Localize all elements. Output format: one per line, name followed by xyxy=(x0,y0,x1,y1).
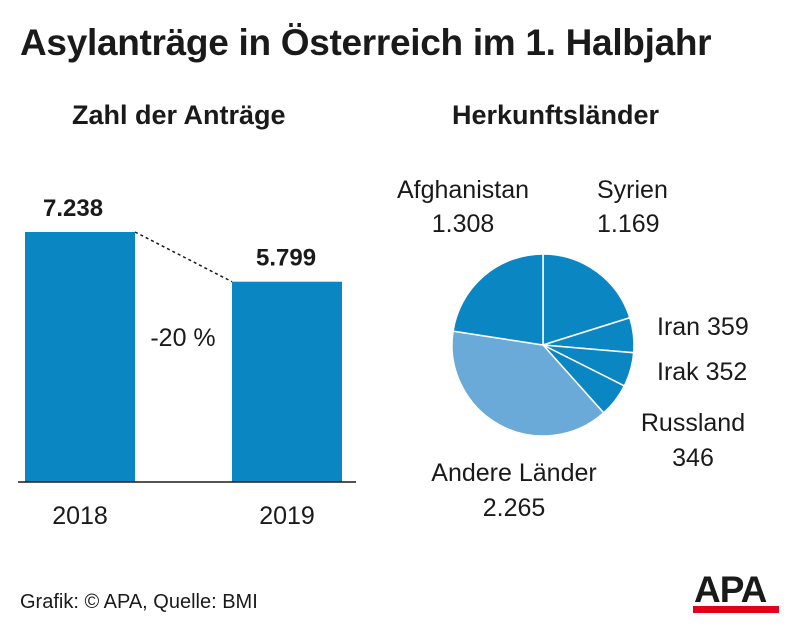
pie-label-irak: Irak 352 xyxy=(657,358,747,386)
x-tick-label: 2018 xyxy=(52,502,108,530)
bar-value-label: 5.799 xyxy=(256,245,316,272)
bar-value-label: 7.238 xyxy=(43,195,103,222)
apa-logo: APA xyxy=(693,572,779,613)
apa-logo-text: APA xyxy=(694,572,767,610)
pie-slice-andere-länder xyxy=(451,330,605,437)
pie-slice-afghanistan xyxy=(452,253,544,346)
pie-value-irak: 352 xyxy=(706,358,748,386)
pie-value-afghanistan: 1.308 xyxy=(432,210,495,238)
pie-value-syrien: 1.169 xyxy=(597,210,660,238)
bar-2019 xyxy=(232,281,342,482)
pie-chart-title: Herkunftsländer xyxy=(452,100,660,130)
chart-title: Asylanträge in Österreich im 1. Halbjahr xyxy=(20,22,712,63)
change-label: -20 % xyxy=(150,324,215,352)
pie-label-russland: Russland xyxy=(641,409,745,437)
apa-logo-bar xyxy=(693,606,779,613)
pie-value-russland: 346 xyxy=(672,444,714,472)
change-connector xyxy=(134,231,233,283)
pie-value-andere-länder: 2.265 xyxy=(483,494,546,522)
bar-chart-title: Zahl der Anträge xyxy=(72,100,286,130)
pie-value-iran: 359 xyxy=(707,313,749,341)
pie-label-iran: Iran 359 xyxy=(657,313,749,341)
pie-label-name: Iran xyxy=(657,313,707,341)
pie-label-afghanistan: Afghanistan xyxy=(397,176,529,204)
pie-label-syrien: Syrien xyxy=(597,176,668,204)
x-tick-label: 2019 xyxy=(259,502,315,530)
bar-2018 xyxy=(25,232,135,482)
pie-label-name: Irak xyxy=(657,358,706,386)
pie-slice-syrien xyxy=(542,253,631,347)
source-note: Grafik: © APA, Quelle: BMI xyxy=(20,591,258,613)
pie-label-andere-länder: Andere Länder xyxy=(431,459,596,487)
